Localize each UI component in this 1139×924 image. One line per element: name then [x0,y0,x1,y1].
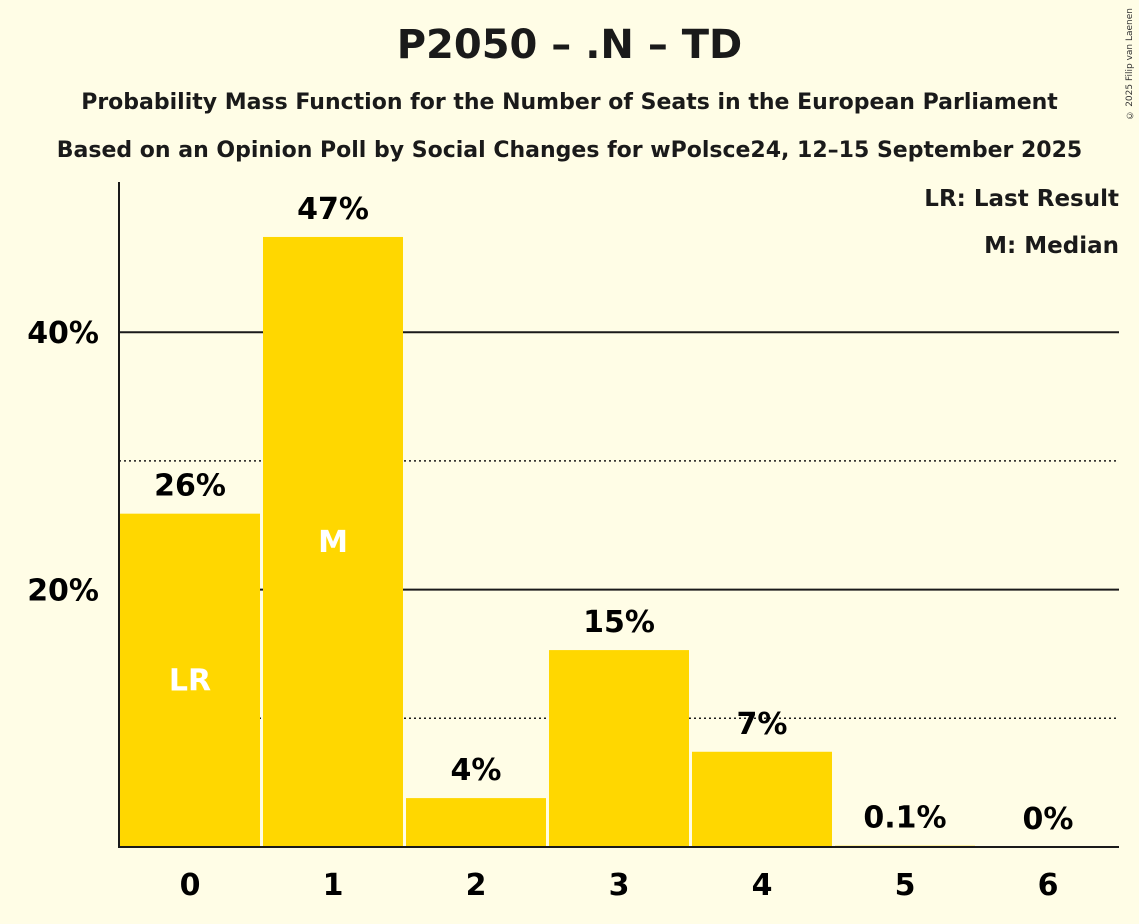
data-label: 7% [737,707,788,742]
y-tick-label: 40% [27,316,99,351]
x-tick-label: 1 [323,868,344,903]
bar-seat-3 [549,650,689,847]
legend-last-result: LR: Last Result [924,186,1119,212]
data-label: 0.1% [863,801,946,836]
chart-title: P2050 – .N – TD [396,22,743,68]
chart-subtitle-source: Based on an Opinion Poll by Social Chang… [56,138,1083,163]
median-marker: M [318,525,348,560]
x-tick-label: 6 [1038,868,1059,903]
last-result-marker: LR [169,663,211,698]
chart-subtitle-method: Probability Mass Function for the Number… [81,90,1058,115]
data-label: 0% [1023,802,1074,837]
x-tick-label: 0 [180,868,201,903]
bar-seat-1 [263,236,403,847]
data-label: 47% [297,192,369,227]
bar-seat-2 [406,798,546,847]
x-tick-label: 2 [466,868,487,903]
data-label: 15% [583,605,655,640]
data-label: 26% [154,469,226,504]
bar-seat-4 [692,751,832,847]
x-tick-label: 3 [609,868,630,903]
y-tick-label: 20% [27,574,99,609]
data-label: 4% [451,753,502,788]
bar-seat-0 [120,513,260,847]
x-tick-label: 4 [752,868,773,903]
x-tick-label: 5 [895,868,916,903]
legend-median: M: Median [984,233,1119,259]
